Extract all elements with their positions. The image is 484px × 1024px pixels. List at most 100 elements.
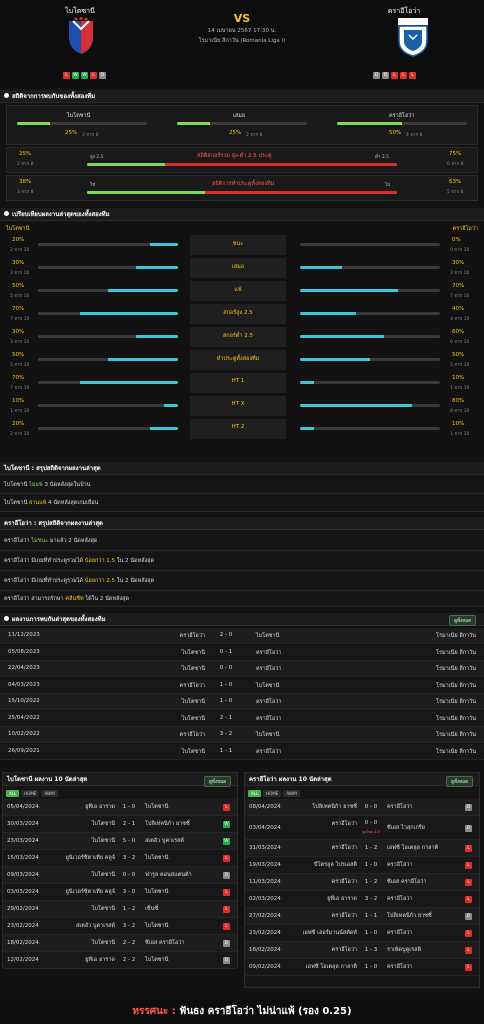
match-home-team: เอฟซี โอเตลุล กาลาติ xyxy=(305,964,357,970)
home_last-match-row[interactable]: 30/03/2024 ไบโตซานี 2 - 1 โปลิเทคนิก้า ยาซซ… xyxy=(3,816,237,833)
section-header: ผลงานการพบกันล่าสุดของทั้งสองทีม xyxy=(0,613,484,626)
away_last-match-row[interactable]: 11/03/2024 คราอีโอว่า 1 - 2 ซีเอส คราอีโอว่… xyxy=(245,874,479,891)
home-tab-away[interactable]: AWAY xyxy=(41,790,59,797)
compare-home-bar xyxy=(38,358,178,361)
match-score: 1 - 2 xyxy=(122,906,136,912)
match-away-team: ซีเอส คราอีโอว่า xyxy=(145,940,185,946)
away_last-match-row[interactable]: 18/02/2024 คราอีโอว่า 1 - 3 ราเพิดบูคูเรสติ… xyxy=(245,942,479,959)
match-away-team: ไบโตซานี xyxy=(145,957,169,963)
match-date: 03/04/2024 xyxy=(249,825,281,831)
ou-right-count: 6 จาก 8 xyxy=(447,162,464,167)
h2h-home-team: ไบโตซานี xyxy=(181,649,205,656)
home_last-match-row[interactable]: 12/02/2024 ยูทีเอ อาราด 2 - 2 ไบโตซานี D xyxy=(3,952,237,969)
match-date: 09/02/2024 xyxy=(249,964,281,970)
h2h-away-team: ไบโตซานี xyxy=(256,732,280,738)
h2h-row[interactable]: 26/09/2021 ไบโตซานี 1 - 1 คราอีโอว่า โรมาเนี… xyxy=(0,743,484,760)
h2h-home-team: ไบโตซานี xyxy=(181,699,205,705)
compare-home-bar xyxy=(38,404,178,407)
h2h-draw-label: เสมอ xyxy=(233,113,246,119)
ou-right-pct: 75% xyxy=(449,151,462,157)
btts-stats-row: 38% 3 จาก 8 ใช่ สถิติการทำประตูทั้งสองที… xyxy=(6,175,478,201)
home_last-match-row[interactable]: 03/03/2024 ยูนิเวอร์ซิตาเทีย คลูจ์ 3 - 0 ไบ… xyxy=(3,884,237,901)
away-summary-line: คราอีโอว่า ไม่ชนะ มาแล้ว 2 นัดหลังสุด xyxy=(0,532,484,551)
match-away-team: คราอีโอว่า xyxy=(387,862,413,868)
ou-under-label: ต่ำ 2.5 xyxy=(375,155,390,160)
away_last-match-row[interactable]: 09/02/2024 เอฟซี โอเตลุล กาลาติ 1 - 0 คราอี… xyxy=(245,959,479,976)
result-badge: D xyxy=(465,804,472,811)
match-home-team: คราอีโอว่า xyxy=(331,947,357,953)
compare-row: 20% 2 จาก 10 HT 2 10% 1 จาก 10 xyxy=(0,418,484,440)
match-score: 3 - 2 xyxy=(122,855,136,861)
compare-label: ทำประตูทั้งสองทีม xyxy=(216,356,260,362)
home_last-match-row[interactable]: 23/02/2024 สเตอัว บูคาเรสต์ 3 - 2 ไบโตซานี L xyxy=(3,918,237,935)
away_last-match-row[interactable]: 19/03/2024 ปีโตรลูล โปรเอสติ 1 - 0 คราอีโอว… xyxy=(245,857,479,874)
away-tab-home[interactable]: HOME xyxy=(263,790,282,797)
away_last-match-row[interactable]: 08/04/2024 โปลิเทคนิก้า ยาซซี่ 0 - 0 คราอีโ… xyxy=(245,799,479,816)
h2h-home-count: 2 จาก 8 xyxy=(82,133,99,138)
away_last-match-row[interactable]: 23/02/2024 เอฟซี เฮอร์มานน์สตัดท์ 1 - 0 ครา… xyxy=(245,925,479,942)
h2h-row[interactable]: 15/10/2022 ไบโตซานี 1 - 0 คราอีโอว่า โรมาเนี… xyxy=(0,694,484,710)
match-score: 5 - 0 xyxy=(122,838,136,844)
result-badge: L xyxy=(465,862,472,869)
away-tab-away[interactable]: AWAY xyxy=(283,790,301,797)
home_last-match-row[interactable]: 05/04/2024 ยูทีเอ อาราด 1 - 0 ไบโตซานี L xyxy=(3,799,237,816)
away_last-match-row[interactable]: 31/03/2024 คราอีโอว่า 1 - 2 เอฟซี โอเตลุล ก… xyxy=(245,840,479,857)
h2h-row[interactable]: 25/04/2022 ไบโตซานี 2 - 1 คราอีโอว่า โรมาเนี… xyxy=(0,710,484,727)
away-summary-section: คราอีโอว่า : สรุปสถิติจากผลงานล่าสุด ครา… xyxy=(0,517,484,607)
match-date: 30/03/2024 xyxy=(7,821,39,827)
compare-away-bar xyxy=(300,404,440,407)
compare-label: เสมอ xyxy=(231,264,245,270)
home_last-match-row[interactable]: 18/02/2024 ไบโตซานี 2 - 2 ซีเอส คราอีโอว่า D xyxy=(3,935,237,952)
away-last10-panel: คราอีโอว่า ผลงาน 10 นัดล่าสุด ดูทั้งหมด … xyxy=(244,772,480,988)
btts-yes-label: ใช่ xyxy=(90,183,96,188)
away-team-name: คราอีโอว่า xyxy=(387,7,421,15)
match-date: 18/02/2024 xyxy=(249,947,281,953)
h2h-row[interactable]: 22/04/2023 ไบโตซานี 0 - 0 คราอีโอว่า โรมาเนี… xyxy=(0,661,484,677)
result-badge: L xyxy=(223,889,230,896)
ou-title: สถิติสกอร์รวม สูง-ต่ำ 2.5 ประตู xyxy=(197,153,272,159)
home-form-badge: L xyxy=(90,72,97,79)
away_last-match-row[interactable]: 03/04/2024 คราอีโอว่า 0 - 0 จุดโทษ 4-5 ซีเอส… xyxy=(245,816,479,840)
compare-row: 70% 7 จาก 10 HT 1 10% 1 จาก 10 xyxy=(0,372,484,394)
section-header: ไบโตซานี ผลงาน 10 นัดล่าสุด xyxy=(3,773,237,786)
compare-away-pct: 70% xyxy=(452,283,465,289)
compare-away-bar xyxy=(300,381,440,384)
match-home-team: ไบโตซานี xyxy=(91,940,115,946)
h2h-draw-count: 2 จาก 8 xyxy=(246,133,263,138)
away-last10-view-all-button[interactable]: ดูทั้งหมด xyxy=(446,776,473,787)
h2h-row[interactable]: 11/12/2023 คราอีโอว่า 2 - 0 ไบโตซานี โรมาเนี… xyxy=(0,628,484,644)
home_last-match-row[interactable]: 15/03/2024 ยูนิเวอร์ซิตาเทีย คลูจ์ 3 - 2 ไบ… xyxy=(3,850,237,867)
match-date: 29/02/2024 xyxy=(7,906,39,912)
match-away-team: ราเพิดบูคูเรสติ xyxy=(387,947,422,953)
h2h-row[interactable]: 04/03/2023 คราอีโอว่า 1 - 0 ไบโตซานี โรมาเนี… xyxy=(0,677,484,694)
home-last10-view-all-button[interactable]: ดูทั้งหมด xyxy=(204,776,231,787)
compare-home-pct: 10% xyxy=(12,398,25,404)
compare-label: สกอร์ต่ำ 2.5 xyxy=(222,333,254,339)
h2h-away-team: ไบโตซานี xyxy=(256,633,280,639)
match-score: 0 - 0 xyxy=(122,872,136,878)
away_last-match-row[interactable]: 27/02/2024 คราอีโอว่า 1 - 1 โปลิเทคนิก้า ยา… xyxy=(245,908,479,925)
away-tab-all[interactable]: ALL xyxy=(248,790,262,797)
match-away-team: คราอีโอว่า xyxy=(387,804,413,810)
h2h-row[interactable]: 05/08/2023 ไบโตซานี 0 - 1 คราอีโอว่า โรมาเนี… xyxy=(0,644,484,661)
h2h-view-all-button[interactable]: ดูทั้งหมด xyxy=(449,615,476,626)
away_last-match-row[interactable]: 02/03/2024 ยูทีเอ อาราด 3 - 2 คราอีโอว่า L xyxy=(245,891,479,908)
match-score: 1 - 2 xyxy=(364,845,378,851)
result-badge: D xyxy=(223,872,230,879)
away-last10-tabs: ALL HOME AWAY xyxy=(248,790,301,797)
compare-home-bar xyxy=(38,335,178,338)
compare-away-pct: 0% xyxy=(452,237,461,243)
h2h-draw-pct: 25% xyxy=(229,130,242,136)
match-date: 09/03/2024 xyxy=(7,872,39,878)
home-tab-all[interactable]: ALL xyxy=(6,790,20,797)
match-away-team: ซีเอส ไวสุกเกรีย xyxy=(387,825,425,831)
compare-home-count: 2 จาก 10 xyxy=(10,432,30,437)
home_last-match-row[interactable]: 09/03/2024 ไบโตซานี 0 - 0 ฟารูล คอนสแตนต้า D xyxy=(3,867,237,884)
compare-home-count: 7 จาก 10 xyxy=(10,386,30,391)
home-tab-home[interactable]: HOME xyxy=(21,790,40,797)
match-away-team: เซ็นซี่ xyxy=(145,906,159,912)
h2h-row[interactable]: 10/02/2022 คราอีโอว่า 3 - 2 ไบโตซานี โรมาเนี… xyxy=(0,727,484,743)
home_last-match-row[interactable]: 23/03/2024 ไบโตซานี 5 - 0 สเตอัว บูคาเรสต์ W xyxy=(3,833,237,850)
match-home-team: คราอีโอว่า xyxy=(331,821,357,827)
home_last-match-row[interactable]: 29/02/2024 ไบโตซานี 1 - 2 เซ็นซี่ L xyxy=(3,901,237,918)
